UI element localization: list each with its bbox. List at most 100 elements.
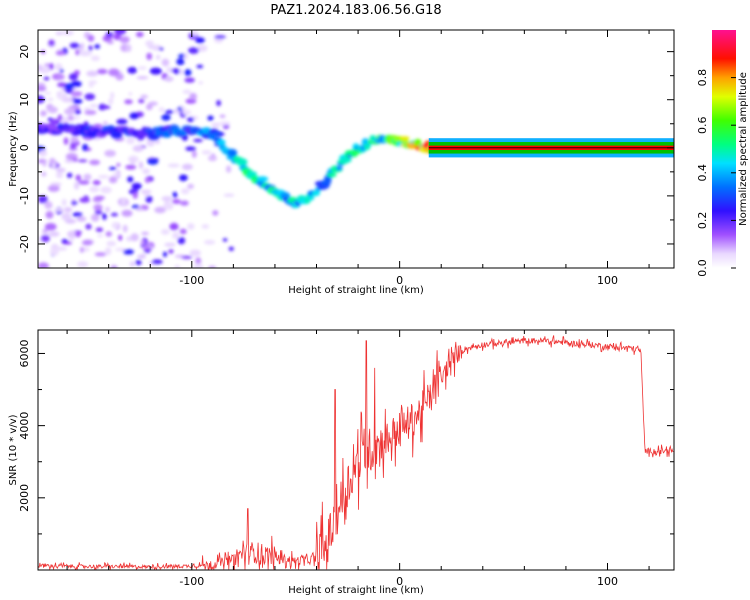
noise-cell [72,212,83,217]
noise-cell [198,81,203,85]
spectrogram-ridge-cells [38,123,441,209]
noise-cell [94,44,100,49]
noise-cell [151,259,163,265]
ridge-cell [335,166,343,171]
noise-cell [79,197,90,203]
noise-cell [86,70,99,77]
snr-ticks: -100 0 100 2000 4000 6000 [18,330,674,588]
noise-cell [159,47,164,51]
colorbar-label: Normalized spectral amplitude [738,72,749,226]
noise-cell [196,64,204,69]
noise-cell [108,176,118,184]
noise-cell [38,64,43,72]
ridge-cell [313,190,321,196]
noise-cell [62,30,74,36]
noise-cell [67,115,74,121]
noise-cell [64,159,75,163]
noise-cell [79,246,84,253]
noise-cell [207,115,214,121]
noise-cell [104,247,112,256]
noise-cell [189,92,198,101]
noise-cell [57,114,63,121]
noise-cell [179,228,187,235]
ridge-cell [110,132,123,139]
noise-cell [208,265,217,268]
spectrogram-xlabel: Height of straight line (km) [288,285,424,296]
noise-cell [94,209,103,215]
figure-title: PAZ1.2024.183.06.56.G18 [270,3,441,18]
noise-cell [195,37,205,44]
noise-cell [94,195,106,200]
noise-cell [161,114,171,121]
noise-cell [105,206,110,213]
spectrogram-frame [37,29,675,269]
noise-cell [138,98,145,104]
noise-cell [145,195,153,203]
noise-cell [125,44,132,52]
noise-cell [116,163,121,167]
snr-xtick-label: 0 [396,575,403,588]
noise-cell [177,237,186,245]
noise-cell [174,68,180,75]
noise-cell [91,55,100,61]
noise-cell [132,192,138,199]
noise-cell [73,98,83,104]
spectrogram-heatmap [38,30,674,268]
noise-cell [169,222,179,231]
noise-cell [67,230,78,238]
noise-cell [119,36,130,44]
noise-cell [94,252,107,257]
snr-xtick-label: 100 [597,575,618,588]
noise-cell [82,143,89,152]
noise-cell [64,108,76,115]
noise-cell [149,67,162,75]
noise-cell [70,142,77,150]
noise-cell [75,49,80,56]
noise-cell [57,82,67,88]
noise-cell [70,136,79,143]
noise-cell [132,145,144,152]
noise-cell [61,239,69,244]
noise-cell [128,92,133,96]
noise-cell [196,44,208,52]
noise-cell [70,44,81,48]
noise-cell [108,68,120,77]
noise-cell [222,238,228,242]
noise-cell [84,93,96,101]
noise-cell [177,106,182,111]
noise-cell [89,103,98,108]
noise-cell [48,39,55,47]
noise-cell [45,211,54,219]
noise-cell [137,254,147,259]
noise-cell [122,224,128,233]
noise-cell [145,177,150,184]
noise-cell [219,121,231,126]
noise-cell [127,176,134,183]
noise-cell [142,168,150,175]
noise-cell [140,94,149,99]
noise-cell [77,261,89,268]
noise-cell [89,186,100,193]
colorbar-ticks: 0.0 0.2 0.4 0.6 0.8 [696,69,736,277]
noise-cell [93,204,103,211]
noise-cell [110,264,118,268]
noise-cell [212,210,219,216]
spec-ytick-label: -20 [18,235,31,253]
spec-ytick-label: 10 [18,93,31,107]
noise-cell [179,174,188,182]
snr-xlabel: Height of straight line (km) [288,585,424,596]
noise-cell [56,92,65,100]
noise-cell [92,180,101,186]
noise-cell [55,31,64,36]
noise-cell [208,155,217,162]
noise-cell [63,137,69,145]
noise-cell [146,138,155,147]
noise-cell [42,161,47,167]
noise-cell [55,167,66,173]
ridge-cell [256,176,269,182]
spec-ytick-label: 0 [18,144,31,151]
noise-cell [56,74,65,80]
noise-cell [126,136,135,145]
noise-cell [146,103,153,111]
noise-cell [223,193,235,197]
